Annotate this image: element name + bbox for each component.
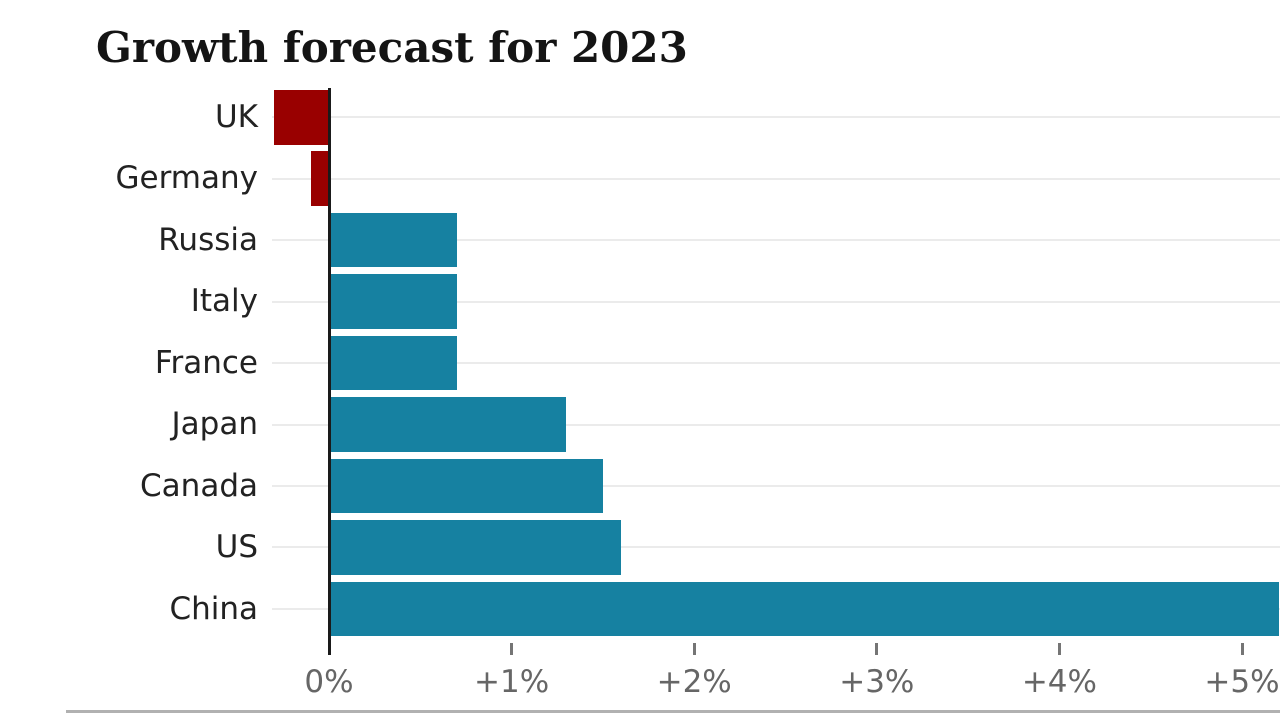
row-gridline: [272, 362, 1280, 365]
bar-negative: [274, 90, 329, 145]
bar-positive: [329, 335, 457, 391]
row-gridline: [272, 300, 1280, 303]
category-label: UK: [214, 99, 258, 135]
x-tick-label: +5%: [1204, 664, 1280, 700]
bar-positive: [329, 520, 622, 575]
category-label: US: [215, 529, 258, 566]
category-label: Russia: [158, 221, 258, 258]
category-label: Germany: [115, 160, 258, 197]
x-tick-label: +4%: [1021, 664, 1097, 700]
zero-axis-line: [327, 88, 331, 655]
bar-positive: [329, 274, 457, 329]
x-tick-mark: [510, 643, 514, 655]
row-gridline: [272, 116, 1280, 119]
bar-positive: [329, 458, 603, 514]
x-tick-mark: [1240, 643, 1244, 655]
x-tick-mark: [1057, 643, 1061, 655]
x-tick-label: +1%: [474, 664, 550, 700]
category-label: France: [154, 344, 258, 381]
x-tick-mark: [875, 643, 879, 655]
x-tick-mark: [692, 643, 696, 655]
category-label: Italy: [190, 283, 258, 320]
category-label: Canada: [140, 467, 258, 504]
category-label: China: [169, 590, 258, 627]
x-tick-label: +2%: [656, 664, 732, 700]
footer-divider-line: [66, 710, 1280, 713]
row-gridline: [272, 239, 1280, 242]
bar-positive: [329, 212, 457, 268]
row-gridline: [272, 177, 1280, 180]
x-tick-label: +3%: [839, 664, 915, 700]
bar-positive: [329, 581, 1279, 637]
row-gridline: [272, 546, 1280, 549]
row-gridline: [272, 484, 1280, 487]
x-tick-label: 0%: [304, 664, 354, 700]
bar-positive: [329, 397, 567, 452]
bar-negative: [310, 151, 329, 206]
chart-title: Growth forecast for 2023: [96, 23, 688, 72]
category-label: Japan: [171, 406, 258, 443]
row-gridline: [272, 423, 1280, 426]
